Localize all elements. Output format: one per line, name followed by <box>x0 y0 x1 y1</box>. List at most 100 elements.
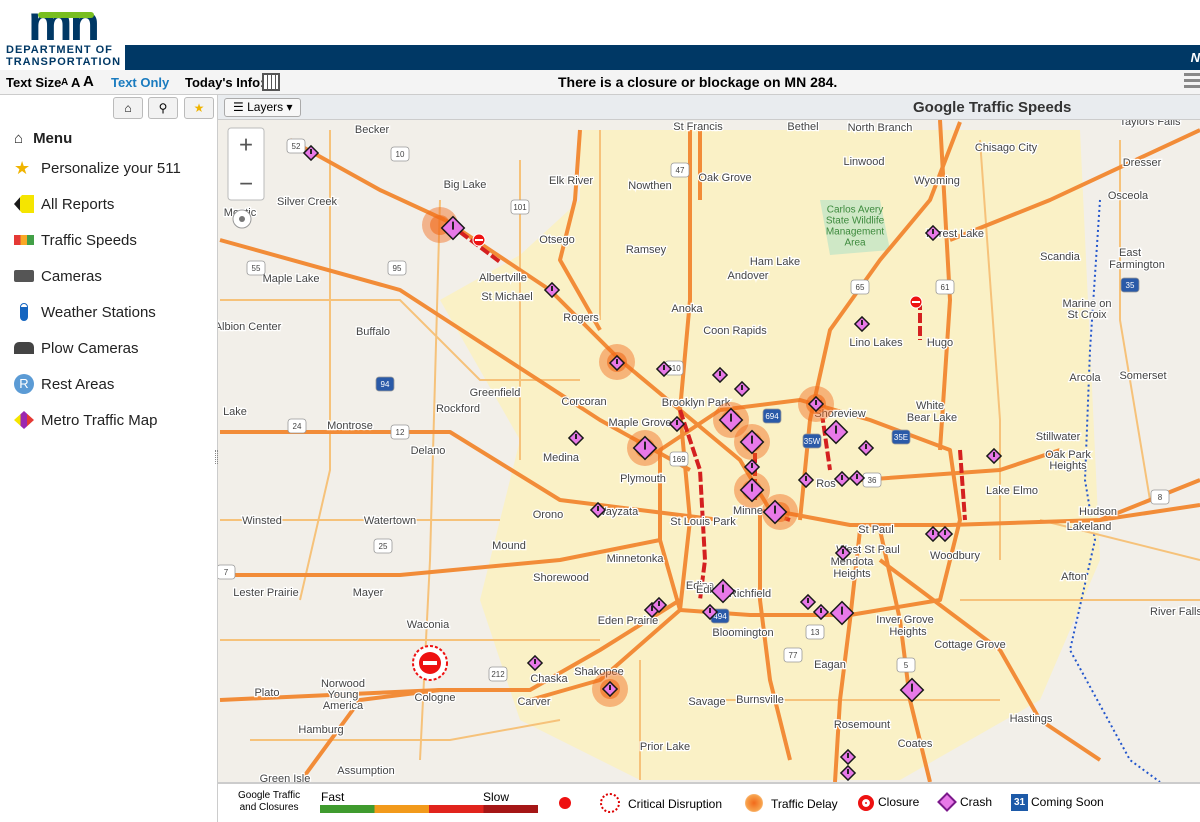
legend-closure: Closure <box>878 795 920 809</box>
legend-delay: Traffic Delay <box>771 797 838 811</box>
menu-icon[interactable] <box>1184 73 1200 91</box>
crash-mark <box>856 474 858 479</box>
place-label: Anoka <box>671 303 703 315</box>
route-number: 94 <box>381 380 390 389</box>
route-shield <box>218 564 236 580</box>
route-number: 35E <box>894 433 908 442</box>
place-label: Minnetonka <box>607 553 665 565</box>
todays-info-label: Today's Info: <box>185 75 265 90</box>
highway <box>758 510 792 761</box>
alert-message: There is a closure or blockage on MN 284… <box>558 74 838 90</box>
text-size-large[interactable]: A <box>83 73 94 90</box>
crash-mark <box>597 506 599 511</box>
home-button[interactable]: ⌂ <box>113 97 143 119</box>
menu-label: Weather Stations <box>41 303 156 321</box>
highway <box>220 430 721 522</box>
menu-item[interactable]: Traffic Speeds <box>14 228 137 252</box>
crash-mark <box>534 659 536 664</box>
place-label: St Croix <box>1067 309 1107 321</box>
place-label: Oak Grove <box>698 172 751 184</box>
crash-mark <box>658 601 660 606</box>
route-number: 610 <box>667 364 681 373</box>
place-label: Oak Park <box>1045 449 1091 461</box>
crash-mark <box>932 530 934 535</box>
search-button[interactable]: ⚲ <box>148 97 178 119</box>
place-label: St Paul <box>858 524 893 536</box>
crash-mark <box>709 608 711 613</box>
route-number: 95 <box>393 264 402 273</box>
route-shield <box>669 451 689 467</box>
menu-item[interactable]: Weather Stations <box>14 300 156 324</box>
urban-area <box>440 130 1100 780</box>
place-label: Becker <box>355 124 390 136</box>
place-label: Heights <box>889 626 927 638</box>
place-label: Plato <box>254 687 279 699</box>
menu-item[interactable]: Metro Traffic Map <box>14 408 157 432</box>
minor-road <box>1119 140 1151 501</box>
menu-label: Metro Traffic Map <box>41 411 158 429</box>
nav-bar: N <box>125 45 1200 70</box>
route-number: 694 <box>765 412 779 421</box>
place-label: Mendota <box>831 556 875 568</box>
park-area <box>820 200 890 255</box>
state-border <box>1068 199 1161 782</box>
route-number: 169 <box>672 455 686 464</box>
text-size-small[interactable]: A <box>61 77 69 88</box>
place-label: Hudson <box>1079 506 1117 518</box>
place-label: Taylors Falls <box>1119 120 1181 128</box>
menu-item[interactable]: Plow Cameras <box>14 336 139 360</box>
highway <box>219 598 682 702</box>
highway <box>878 558 1102 762</box>
calendar-icon[interactable] <box>262 73 280 91</box>
place-label: Woodbury <box>930 550 980 562</box>
nav-link[interactable]: N <box>1190 50 1200 65</box>
place-label: Afton <box>1061 571 1087 583</box>
park-label: Area <box>844 238 866 249</box>
map-toolbar: ☰ Layers ▾ Google Traffic Speeds <box>218 95 1200 120</box>
labels: Becker St Francis Bethel North Branch Taylor… <box>218 120 1200 782</box>
closure-bar <box>912 301 920 303</box>
closure-small-icon <box>559 797 571 809</box>
text-size-medium[interactable]: A <box>71 75 81 90</box>
route-shield <box>850 279 870 295</box>
menu-label: Personalize your 511 <box>41 159 181 177</box>
place-label: White <box>916 400 944 412</box>
route-shield <box>286 138 306 154</box>
crash-mark <box>847 753 849 758</box>
route-shield <box>762 408 782 424</box>
sidebar-handle[interactable] <box>215 450 218 464</box>
favorites-button[interactable]: ★ <box>184 97 214 119</box>
place-label: Linwood <box>844 156 885 168</box>
delay-icon <box>745 794 763 812</box>
place-label: Assumption <box>337 765 394 777</box>
menu-item[interactable]: Cameras <box>14 264 102 288</box>
slow-segment <box>458 230 502 264</box>
place-label: Edi <box>696 584 712 596</box>
org-name: TRANSPORTATION <box>6 56 122 68</box>
menu-label: Rest Areas <box>41 375 115 393</box>
crash-mark <box>310 149 312 154</box>
menu-item[interactable]: ★ Personalize your 511 <box>14 158 181 178</box>
crash-mark <box>741 385 743 390</box>
route-number: 12 <box>396 428 405 437</box>
place-label: Corcoran <box>561 396 606 408</box>
layers-button[interactable]: ☰ Layers ▾ <box>224 98 302 117</box>
zoom-out[interactable]: − <box>239 170 253 197</box>
highway <box>1099 478 1200 522</box>
route-number: 10 <box>396 150 405 159</box>
text-only-link[interactable]: Text Only <box>111 75 170 90</box>
route-number: 61 <box>941 283 950 292</box>
place-label: Big Lake <box>444 179 487 191</box>
place-label: Lakeland <box>1067 521 1112 533</box>
place-label: North Branch <box>848 122 913 134</box>
route-shield <box>375 376 395 392</box>
place-label: Nowthen <box>628 180 671 192</box>
zoom-in[interactable]: + <box>239 131 253 158</box>
map[interactable]: Becker St Francis Bethel North Branch Taylor… <box>218 120 1200 782</box>
menu-item[interactable]: R Rest Areas <box>14 372 114 396</box>
place-label: Greenfield <box>470 387 521 399</box>
crash-mark <box>842 549 844 554</box>
menu-item[interactable]: All Reports <box>14 192 114 216</box>
crash-mark <box>730 413 732 422</box>
